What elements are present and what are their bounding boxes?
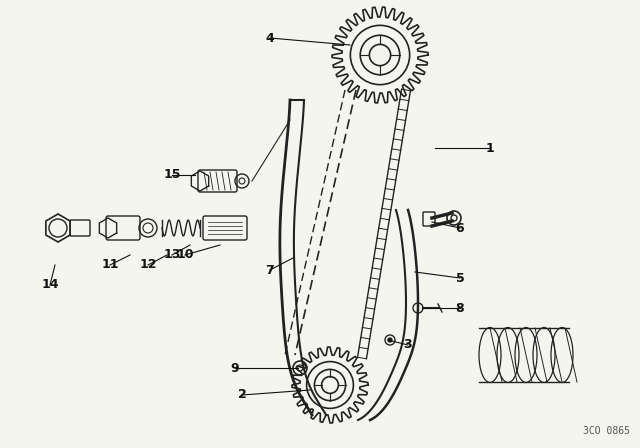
Text: 3CO 0865: 3CO 0865 (583, 426, 630, 436)
Text: 15: 15 (163, 168, 180, 181)
Circle shape (388, 338, 392, 342)
Text: 1: 1 (486, 142, 494, 155)
Text: 10: 10 (176, 249, 194, 262)
Text: 7: 7 (266, 263, 275, 276)
Text: 11: 11 (101, 258, 119, 271)
Text: 3: 3 (404, 339, 412, 352)
Text: 13: 13 (163, 249, 180, 262)
Text: 14: 14 (41, 279, 59, 292)
Text: 12: 12 (140, 258, 157, 271)
Text: 9: 9 (230, 362, 239, 375)
Text: 6: 6 (456, 221, 464, 234)
Text: 4: 4 (266, 31, 275, 44)
Text: 2: 2 (237, 388, 246, 401)
Text: 5: 5 (456, 271, 465, 284)
Text: 8: 8 (456, 302, 464, 314)
